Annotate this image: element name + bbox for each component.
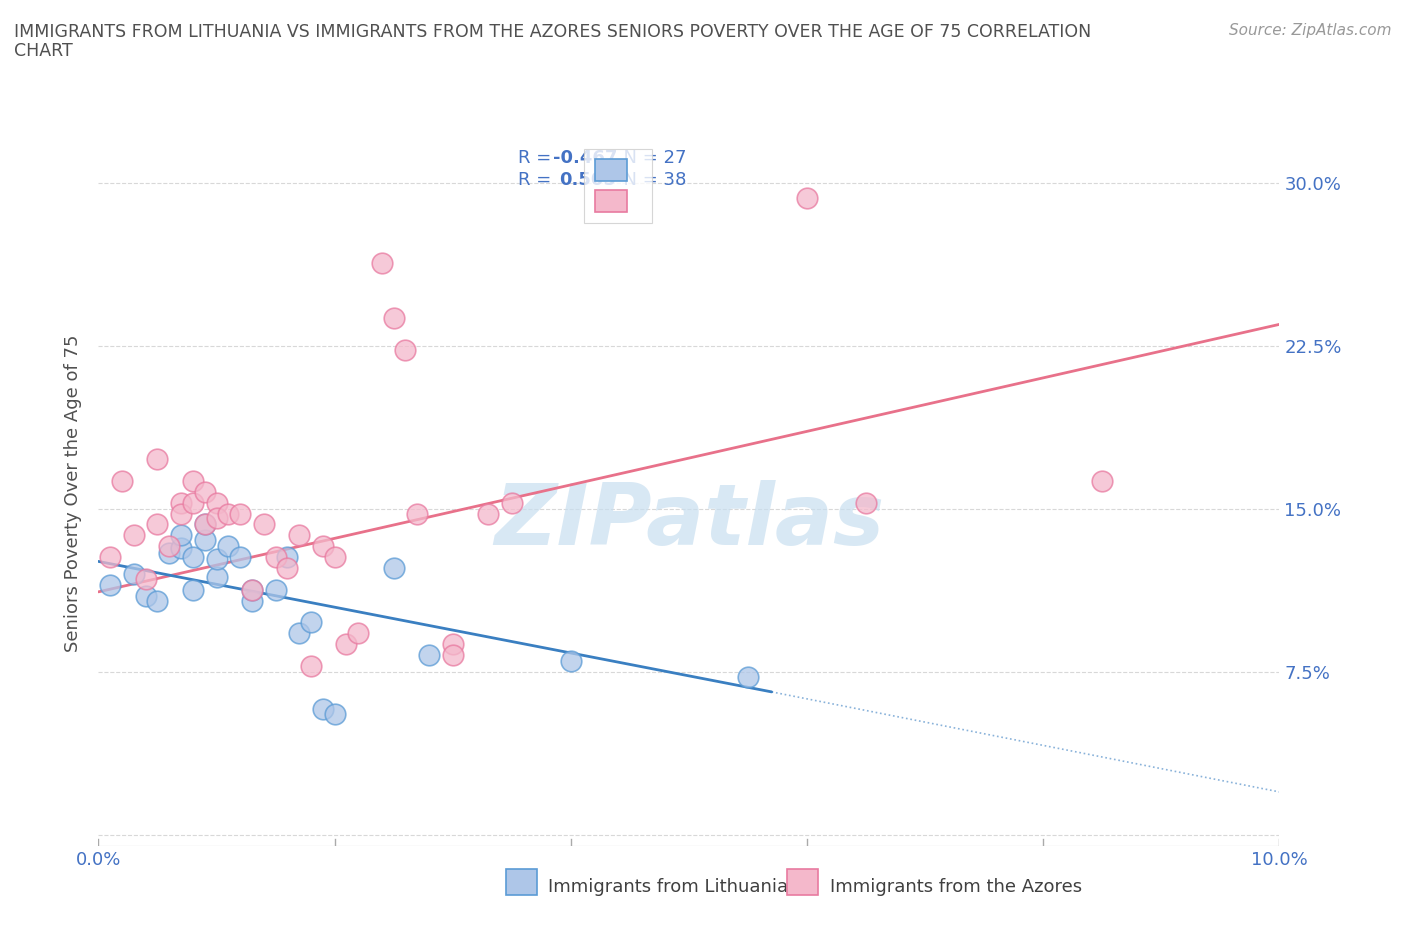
Point	[181, 473, 204, 488]
Point	[253, 517, 276, 532]
Point	[240, 593, 263, 608]
Point	[217, 506, 239, 521]
Point	[194, 485, 217, 499]
Point	[135, 571, 157, 586]
Text: ZIPatlas: ZIPatlas	[494, 480, 884, 563]
Point	[406, 506, 429, 521]
Point	[122, 528, 145, 543]
Point	[560, 654, 582, 669]
Text: Source: ZipAtlas.com: Source: ZipAtlas.com	[1229, 23, 1392, 38]
Text: CHART: CHART	[14, 42, 73, 60]
Point	[98, 578, 121, 592]
Point	[146, 452, 169, 467]
Point	[205, 551, 228, 566]
Text: R =: R =	[517, 149, 557, 166]
Point	[181, 550, 204, 565]
Point	[312, 538, 335, 553]
Point	[217, 538, 239, 553]
Point	[264, 550, 287, 565]
Point	[135, 589, 157, 604]
Point	[347, 626, 370, 641]
Text: N = 38: N = 38	[612, 171, 686, 190]
Point	[276, 550, 298, 565]
Point	[170, 496, 193, 511]
Point	[276, 561, 298, 576]
Point	[146, 517, 169, 532]
Point	[299, 615, 322, 630]
Point	[146, 593, 169, 608]
Point	[194, 517, 217, 532]
Point	[299, 658, 322, 673]
Point	[229, 550, 252, 565]
Point	[264, 582, 287, 597]
Point	[111, 473, 134, 488]
Point	[418, 647, 440, 662]
Point	[181, 496, 204, 511]
Text: N = 27: N = 27	[612, 149, 686, 166]
Text: -0.467: -0.467	[553, 149, 617, 166]
Point	[737, 670, 759, 684]
Point	[477, 506, 499, 521]
Point	[335, 637, 357, 652]
Point	[382, 561, 405, 576]
Point	[312, 702, 335, 717]
Point	[394, 343, 416, 358]
Point	[501, 496, 523, 511]
Text: IMMIGRANTS FROM LITHUANIA VS IMMIGRANTS FROM THE AZORES SENIORS POVERTY OVER THE: IMMIGRANTS FROM LITHUANIA VS IMMIGRANTS …	[14, 23, 1091, 41]
Point	[323, 550, 346, 565]
Point	[323, 706, 346, 721]
Point	[157, 545, 180, 560]
Text: Immigrants from the Azores: Immigrants from the Azores	[830, 878, 1081, 897]
Point	[194, 517, 217, 532]
Point	[441, 647, 464, 662]
Point	[122, 567, 145, 582]
Point	[855, 496, 877, 511]
Text: R =: R =	[517, 171, 562, 190]
Point	[229, 506, 252, 521]
Point	[170, 506, 193, 521]
Point	[205, 511, 228, 525]
Point	[288, 626, 311, 641]
Point	[240, 582, 263, 597]
Legend: , : ,	[583, 149, 652, 223]
Text: 0.505: 0.505	[560, 171, 616, 190]
Point	[181, 582, 204, 597]
Text: Immigrants from Lithuania: Immigrants from Lithuania	[548, 878, 789, 897]
Y-axis label: Seniors Poverty Over the Age of 75: Seniors Poverty Over the Age of 75	[65, 334, 83, 652]
Point	[170, 528, 193, 543]
Point	[98, 550, 121, 565]
Point	[371, 256, 394, 271]
Point	[205, 569, 228, 584]
Point	[194, 532, 217, 547]
Point	[441, 637, 464, 652]
Point	[382, 311, 405, 325]
Point	[796, 191, 818, 206]
Point	[170, 541, 193, 556]
Point	[205, 496, 228, 511]
Point	[288, 528, 311, 543]
Point	[157, 538, 180, 553]
Point	[240, 582, 263, 597]
Point	[1091, 473, 1114, 488]
